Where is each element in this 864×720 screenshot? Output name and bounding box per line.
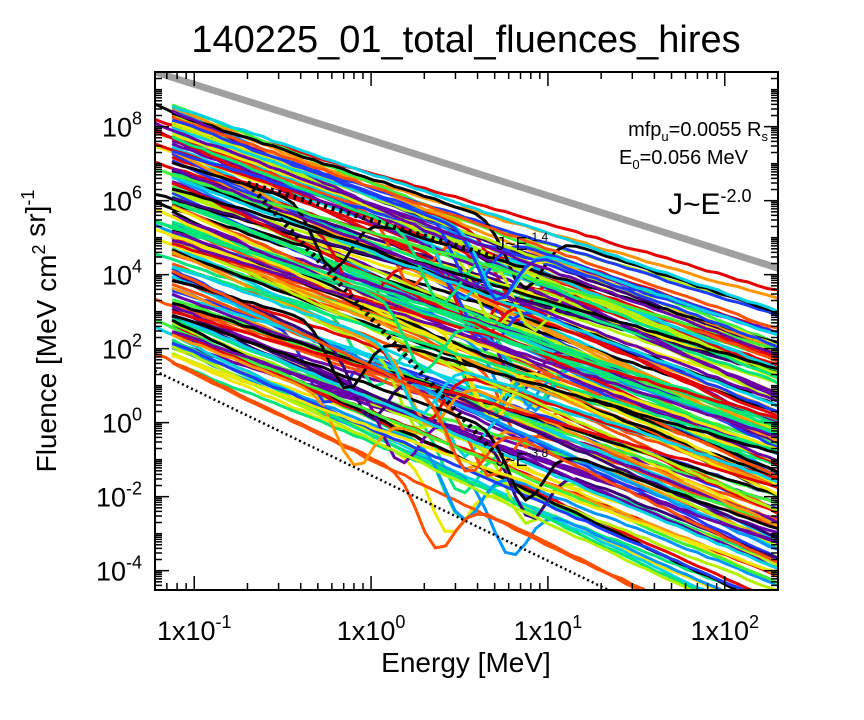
svg-text:J~E-2.0: J~E-2.0: [668, 186, 752, 221]
spectrum-line: [171, 270, 778, 540]
spectrum-line: [171, 187, 778, 371]
spectrum-line: [171, 220, 778, 422]
spectrum-line: [171, 269, 778, 564]
spectrum-line: [171, 292, 778, 524]
spectrum-line: [171, 341, 748, 590]
spectrum-line: [171, 126, 778, 337]
spectrum-line: [171, 265, 778, 454]
annotation-fit2: J~E-3.8: [496, 446, 549, 470]
spectrum-line: [171, 345, 694, 590]
spectrum-line: [171, 115, 778, 330]
x-tick-label: 1x102: [690, 612, 759, 646]
y-axis-title: Fluence [MeV cm2 sr]-1: [18, 190, 62, 473]
y-tick-label: 106: [102, 183, 142, 217]
spectrum-line: [171, 120, 778, 380]
spectrum-line: [155, 207, 778, 497]
spectrum-line: [155, 325, 708, 590]
annotation-e0: E0=0.056 MeV: [619, 147, 749, 172]
spectrum-line: [171, 105, 778, 313]
fit-line: [245, 181, 497, 455]
spectrum-line: [171, 313, 778, 570]
spectrum-line: [155, 168, 778, 352]
spectrum-line: [155, 318, 778, 585]
y-tick-label: 10-4: [96, 553, 142, 587]
annotation-ref-slope: J~E-2.0: [668, 186, 752, 221]
spectrum-line: [171, 223, 778, 436]
y-tick-label: 102: [102, 331, 142, 365]
chart-title: 140225_01_total_fluences_hires: [191, 19, 740, 61]
annotation-fit1: J~E-1.4: [496, 230, 549, 254]
y-tick-label: 104: [102, 257, 142, 291]
x-axis: 1x10-1 1x100 1x101 1x102: [154, 72, 779, 646]
spectrum-line: [171, 176, 778, 408]
spectrum-line: [171, 279, 778, 455]
annotation-mfp: mfpu=0.0055 Rs: [628, 119, 768, 144]
spectrum-line: [155, 128, 778, 428]
spectrum-line: [155, 121, 778, 357]
reference-line: [155, 369, 610, 590]
spectrum-line: [171, 313, 778, 531]
reference-line: [155, 72, 778, 272]
svg-text:J~E-1.4: J~E-1.4: [496, 230, 549, 254]
x-tick-label: 1x100: [337, 612, 406, 646]
spectrum-line: [155, 128, 778, 395]
svg-text:J~E-3.8: J~E-3.8: [496, 446, 549, 470]
y-tick-label: 10-2: [96, 479, 142, 513]
spectrum-line: [171, 238, 778, 438]
spectrum-line: [171, 353, 723, 590]
y-tick-label: 100: [102, 405, 142, 439]
x-axis-title: Energy [MeV]: [381, 647, 551, 678]
svg-text:E0=0.056 MeV: E0=0.056 MeV: [619, 147, 749, 172]
x-tick-label: 1x10-1: [157, 612, 232, 646]
spectrum-line: [155, 352, 648, 590]
y-tick-label: 108: [102, 109, 142, 143]
spectrum-line: [171, 330, 778, 545]
spectrum-line: [171, 265, 778, 484]
svg-text:mfpu=0.0055 Rs: mfpu=0.0055 Rs: [628, 119, 768, 144]
spectrum-line: [171, 310, 778, 489]
series-curves: [155, 102, 778, 590]
spectrum-line: [171, 118, 778, 349]
reference-lines: [155, 72, 778, 590]
fit-line: [246, 180, 496, 260]
spectrum-line: [171, 167, 778, 403]
x-tick-label: 1x101: [514, 612, 583, 646]
y-axis: 10-4 10-2 100 102 104 106 108: [96, 71, 778, 591]
spectrum-line: [171, 354, 778, 574]
